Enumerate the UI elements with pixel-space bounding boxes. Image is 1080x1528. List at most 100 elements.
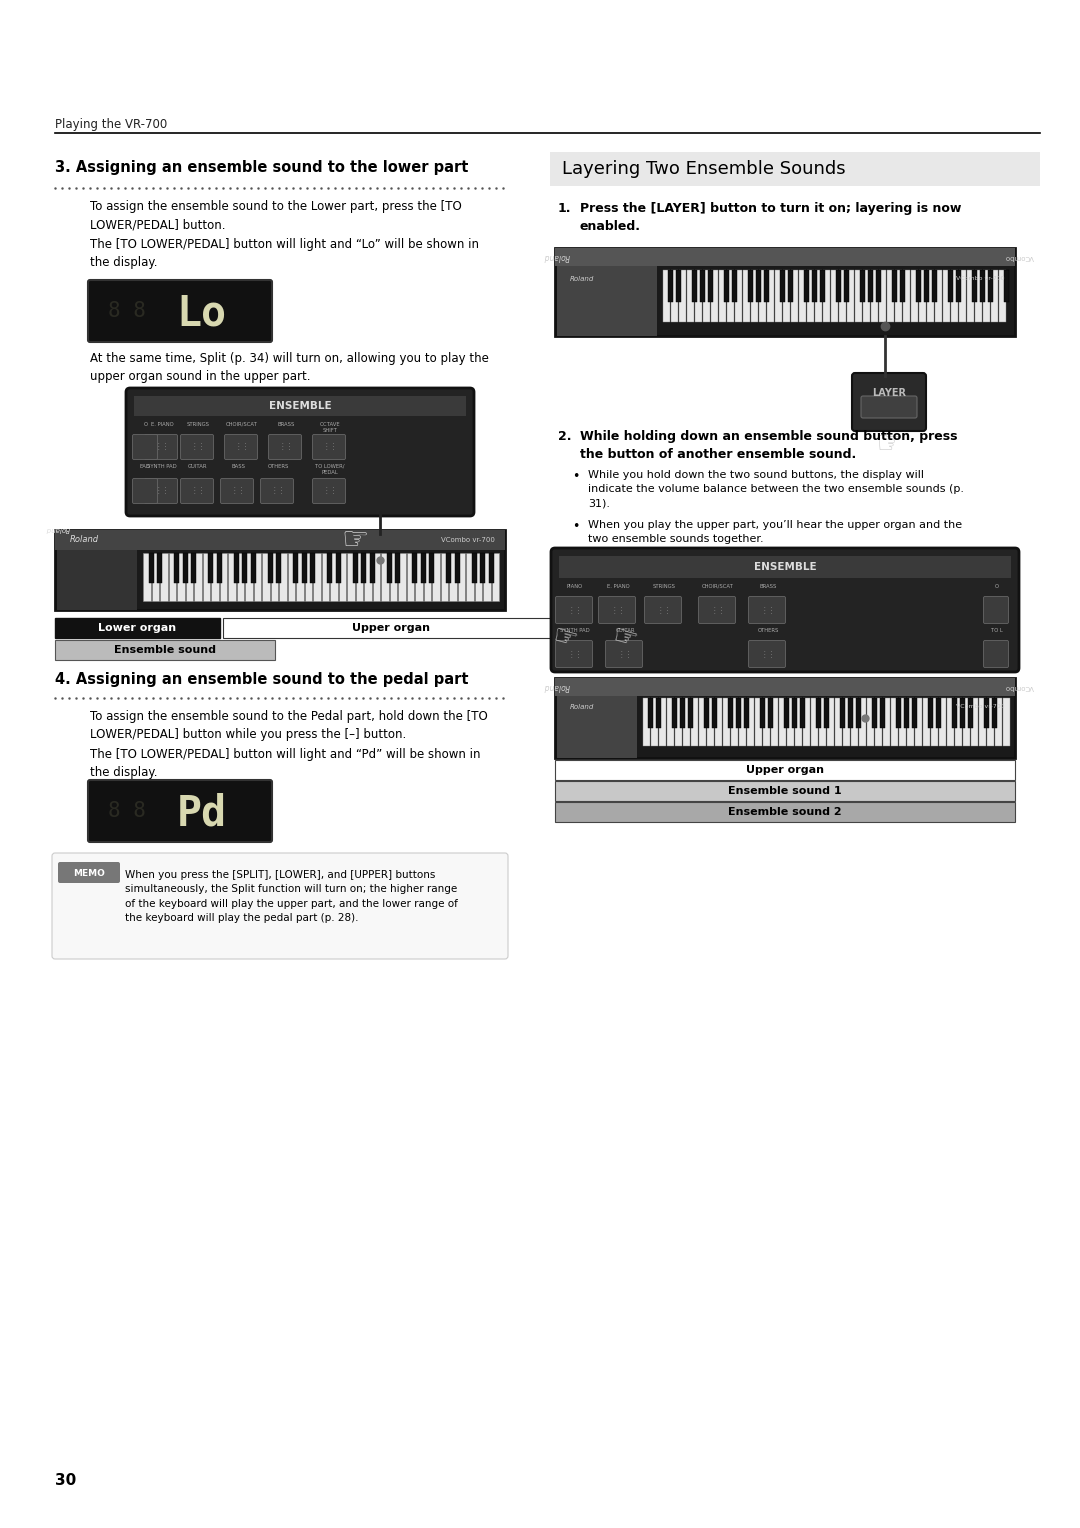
Bar (791, 270, 798, 322)
Bar (935, 270, 942, 322)
Bar (800, 698, 805, 727)
Bar (728, 698, 733, 727)
Text: 30: 30 (55, 1473, 77, 1488)
Bar (364, 553, 372, 601)
Bar (896, 698, 901, 727)
Bar (873, 698, 877, 727)
Bar (688, 698, 693, 727)
Text: While you hold down the two sound buttons, the display will
indicate the volume : While you hold down the two sound button… (588, 471, 964, 507)
Bar (978, 698, 986, 746)
Bar (355, 553, 363, 601)
FancyBboxPatch shape (555, 596, 593, 623)
Text: 1.: 1. (558, 202, 571, 215)
Bar (739, 698, 746, 746)
Bar (924, 270, 929, 303)
Bar (987, 698, 994, 746)
Text: OTHERS: OTHERS (757, 628, 779, 633)
Bar (988, 270, 993, 303)
Text: GUITAR: GUITAR (616, 628, 635, 633)
FancyBboxPatch shape (133, 434, 158, 460)
FancyBboxPatch shape (260, 478, 294, 504)
Bar (759, 270, 766, 322)
Bar (296, 553, 303, 601)
Bar (867, 698, 874, 746)
Bar (936, 698, 941, 727)
Bar (55, 530, 505, 550)
Bar (887, 270, 894, 322)
Text: Roland: Roland (570, 704, 594, 711)
Bar (748, 270, 753, 303)
Text: 3. Assigning an ensemble sound to the lower part: 3. Assigning an ensemble sound to the lo… (55, 160, 469, 176)
Bar (860, 270, 865, 303)
Bar (700, 270, 705, 303)
Bar (208, 553, 213, 584)
Bar (406, 553, 414, 601)
Bar (480, 553, 485, 584)
Bar (848, 698, 853, 727)
Bar (687, 270, 694, 322)
FancyBboxPatch shape (126, 388, 474, 516)
Bar (915, 698, 922, 746)
Bar (995, 698, 1002, 746)
Bar (194, 553, 202, 601)
Bar (816, 698, 821, 727)
Bar (390, 553, 397, 601)
Bar (191, 553, 197, 584)
Bar (157, 553, 162, 584)
Bar (835, 698, 842, 746)
Bar (55, 617, 220, 639)
Bar (907, 698, 914, 746)
Bar (347, 553, 354, 601)
Bar (836, 270, 841, 303)
Bar (305, 553, 312, 601)
FancyBboxPatch shape (984, 640, 1009, 668)
FancyBboxPatch shape (133, 478, 158, 504)
Bar (779, 698, 786, 746)
Bar (474, 553, 482, 601)
Bar (671, 270, 678, 322)
Bar (555, 678, 1015, 695)
Bar (449, 553, 457, 601)
Text: While holding down an ensemble sound button, press
the button of another ensembl: While holding down an ensemble sound but… (580, 429, 958, 461)
Text: E. PIANO: E. PIANO (607, 584, 630, 588)
FancyBboxPatch shape (180, 478, 214, 504)
Text: ⋮⋮: ⋮⋮ (567, 605, 582, 614)
Bar (268, 553, 272, 584)
Bar (465, 553, 473, 601)
Bar (676, 270, 681, 303)
Text: Upper organ: Upper organ (352, 623, 430, 633)
Bar (827, 698, 834, 746)
Bar (222, 617, 559, 639)
Text: ⋮⋮: ⋮⋮ (154, 486, 170, 495)
Bar (327, 553, 333, 584)
Bar (1004, 270, 1009, 303)
Text: Roland: Roland (45, 526, 70, 532)
Text: STRINGS: STRINGS (652, 584, 675, 588)
Bar (916, 270, 921, 303)
Bar (555, 248, 1015, 336)
Text: ⋮⋮: ⋮⋮ (760, 605, 775, 614)
Bar (981, 270, 985, 303)
Text: ⋮⋮: ⋮⋮ (322, 486, 338, 495)
Bar (712, 698, 717, 727)
Bar (765, 270, 769, 303)
Text: O: O (995, 584, 999, 588)
Text: ⋮⋮: ⋮⋮ (610, 605, 625, 614)
Bar (895, 270, 902, 322)
Bar (723, 698, 730, 746)
Bar (557, 695, 637, 758)
FancyBboxPatch shape (312, 434, 346, 460)
Text: Ensemble sound 2: Ensemble sound 2 (728, 807, 841, 817)
Bar (242, 553, 247, 584)
Text: Lower organ: Lower organ (98, 623, 176, 633)
Bar (968, 698, 973, 727)
Text: Layering Two Ensemble Sounds: Layering Two Ensemble Sounds (562, 160, 846, 177)
Bar (947, 698, 954, 746)
Text: ⋮⋮: ⋮⋮ (154, 443, 170, 451)
Bar (160, 553, 167, 601)
Bar (868, 270, 873, 303)
Bar (211, 553, 218, 601)
Bar (859, 698, 866, 746)
Bar (55, 640, 275, 660)
Text: Playing the VR-700: Playing the VR-700 (55, 118, 167, 131)
